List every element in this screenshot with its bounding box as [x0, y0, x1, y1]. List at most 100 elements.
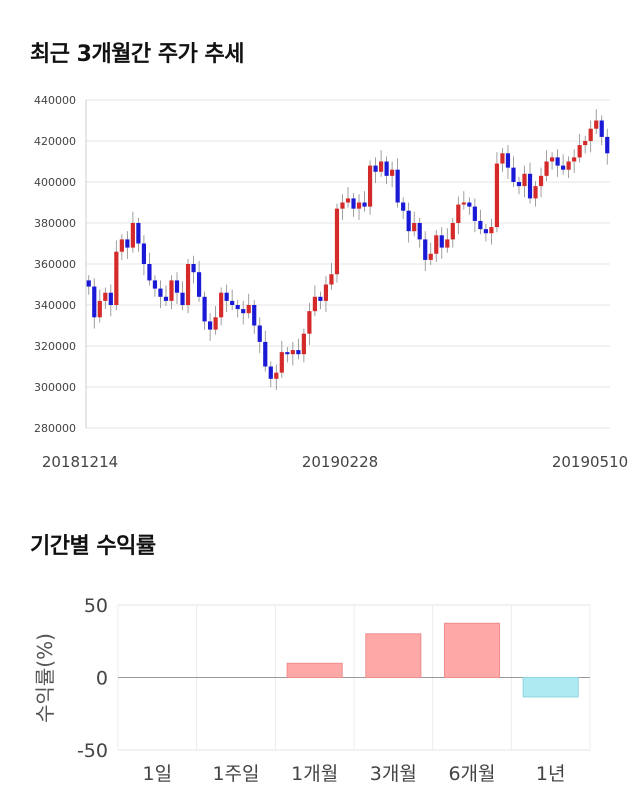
- candle-y-tick: 400000: [34, 176, 76, 189]
- candle-body: [158, 288, 163, 297]
- candle-body: [119, 239, 124, 252]
- candle-body: [390, 169, 395, 176]
- candle-y-tick: 300000: [34, 381, 76, 394]
- candle-body: [527, 173, 533, 199]
- candle-body: [378, 161, 384, 172]
- candle-body: [533, 186, 538, 199]
- candle-body: [125, 239, 130, 248]
- candle-body: [318, 296, 323, 301]
- candle-body: [329, 274, 334, 285]
- bar-y-tick: -50: [77, 740, 108, 762]
- candle-body: [467, 202, 472, 207]
- bar-x-tick: 3개월: [370, 763, 417, 785]
- candle-body: [290, 350, 295, 355]
- candle-body: [147, 264, 152, 281]
- candle-body: [566, 161, 571, 170]
- price-trend-title: 최근 3개월간 주가 추세: [30, 42, 244, 67]
- candle-body: [136, 223, 141, 244]
- candle-body: [252, 305, 257, 326]
- candle-body: [185, 264, 191, 305]
- candle-y-tick: 340000: [34, 299, 76, 312]
- candle-body: [395, 169, 400, 203]
- candle-body: [103, 292, 108, 301]
- candle-body: [202, 296, 207, 322]
- candle-body: [428, 253, 433, 260]
- candle-body: [268, 366, 273, 379]
- candle-body: [599, 120, 604, 137]
- candle-body: [538, 175, 544, 187]
- candle-body: [301, 333, 306, 355]
- candle-body: [572, 157, 577, 162]
- candle-x-axis: 20181214 20190228 20190510: [42, 453, 628, 471]
- bar-x-tick: 6개월: [448, 763, 495, 785]
- bar-y-axis-label: 수익률(%): [33, 633, 57, 723]
- candle-y-tick: 360000: [34, 258, 76, 271]
- candle-body: [516, 182, 522, 187]
- candle-body: [241, 309, 246, 314]
- candle-body: [97, 300, 102, 318]
- candle-body: [345, 198, 351, 203]
- candle-body: [296, 350, 301, 355]
- candle-body: [86, 280, 91, 287]
- candle-y-tick: 280000: [34, 422, 76, 435]
- candle-body: [235, 305, 240, 310]
- candle-body: [213, 317, 218, 330]
- bar-5: [443, 622, 501, 678]
- candle-body: [423, 239, 428, 260]
- candle-body: [219, 292, 224, 318]
- candle-gridlines: [85, 99, 610, 429]
- candle-body: [334, 208, 340, 275]
- candle-body: [456, 204, 461, 223]
- bar-y-axis: 50 0 -50: [77, 595, 108, 762]
- bar-x-tick: 1일: [143, 763, 173, 785]
- candle-x-tick: 20190228: [302, 453, 378, 471]
- candle-body: [472, 206, 477, 221]
- candle-body: [500, 153, 505, 164]
- candle-body: [163, 296, 169, 301]
- candle-body: [588, 128, 593, 141]
- candle-body: [246, 305, 251, 314]
- candle-body: [323, 284, 329, 301]
- candle-body: [445, 239, 450, 248]
- bar-series: [286, 622, 579, 698]
- candle-y-tick: 440000: [34, 94, 76, 107]
- candle-body: [401, 202, 406, 211]
- candle-body: [356, 202, 362, 209]
- candle-body: [230, 300, 235, 305]
- candle-body: [555, 157, 560, 166]
- bar-4: [365, 633, 422, 678]
- candle-body: [594, 120, 599, 129]
- bar-x-tick: 1년: [536, 763, 566, 785]
- candle-body: [141, 243, 147, 264]
- period-return-title: 기간별 수익률: [30, 534, 156, 559]
- candle-y-tick: 320000: [34, 340, 76, 353]
- candle-body: [279, 352, 284, 373]
- candle-body: [461, 202, 466, 205]
- bar-y-tick: 50: [84, 595, 108, 617]
- candle-body: [224, 292, 229, 301]
- bar-x-tick: 1주일: [212, 763, 259, 785]
- candle-body: [307, 311, 312, 334]
- bar-6: [522, 677, 579, 698]
- candle-body: [108, 292, 113, 305]
- candle-body: [257, 325, 262, 342]
- candle-body: [522, 173, 527, 187]
- candle-body: [384, 161, 389, 176]
- candle-body: [351, 198, 356, 209]
- candle-body: [340, 202, 345, 209]
- candle-x-tick: 20181214: [42, 453, 118, 471]
- candle-body: [174, 280, 180, 293]
- candle-body: [169, 280, 174, 301]
- candle-body: [577, 145, 582, 158]
- candlestick-chart: 440000 420000 400000 380000 360000 340000 3200…: [34, 94, 628, 471]
- candle-body: [489, 227, 494, 234]
- candle-body: [478, 220, 483, 230]
- candle-body: [152, 280, 158, 289]
- bar-x-tick: 1개월: [291, 763, 338, 785]
- candle-body: [505, 153, 511, 168]
- candle-body: [285, 352, 290, 355]
- candle-body: [191, 264, 196, 273]
- candle-body: [312, 296, 318, 312]
- candle-body: [439, 235, 444, 248]
- candle-body: [196, 272, 202, 297]
